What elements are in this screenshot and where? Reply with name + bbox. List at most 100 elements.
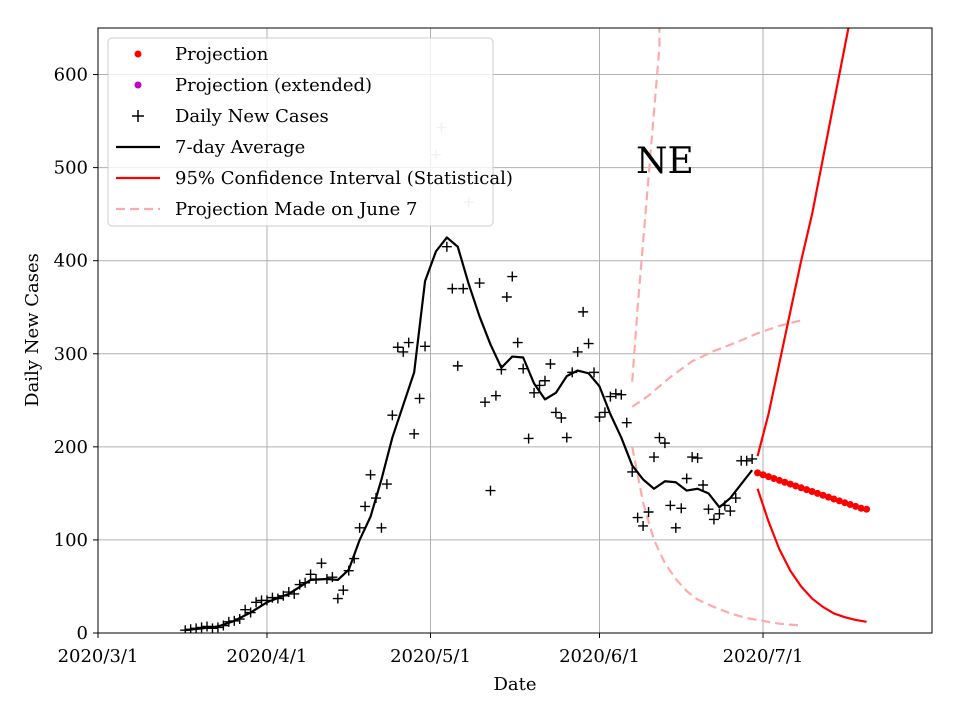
projection-point (819, 491, 827, 499)
y-tick-label: 100 (54, 530, 88, 551)
daily-case-point (452, 360, 463, 371)
daily-case-point (332, 593, 343, 604)
projection-point (814, 489, 822, 497)
daily-case-point (730, 493, 741, 504)
legend-marker-icon (134, 50, 142, 58)
y-axis-label: Daily New Cases (22, 253, 43, 407)
projection-point (754, 469, 762, 477)
daily-case-point (485, 485, 496, 496)
daily-case-point (267, 592, 278, 603)
daily-case-point (643, 507, 654, 517)
legend-entry-daily-new-cases: Daily New Cases (132, 106, 329, 127)
daily-case-point (572, 346, 583, 357)
chart-annotation: NE (636, 141, 694, 182)
daily-case-point (245, 607, 256, 618)
daily-case-point (316, 558, 327, 569)
legend-entry-projection-made-on-june-7: Projection Made on June 7 (116, 199, 417, 220)
projection-point (835, 497, 843, 505)
y-tick-label: 300 (54, 344, 88, 365)
daily-case-point (207, 623, 218, 633)
daily-case-point (414, 393, 425, 404)
daily-case-point (567, 367, 578, 378)
daily-case-point (703, 504, 714, 515)
projection-point (764, 473, 772, 481)
daily-case-point (627, 466, 638, 477)
daily-case-point (687, 452, 698, 463)
y-ticks: 0 100 200 300 400 500 600 (54, 65, 98, 644)
daily-case-point (321, 574, 332, 585)
x-tick-label: 2020/5/1 (390, 646, 471, 667)
daily-case-point (398, 346, 409, 357)
projection-point (824, 493, 832, 501)
projection-point (857, 504, 865, 512)
daily-case-point (550, 407, 561, 418)
daily-case-point (594, 412, 605, 423)
axes: 2020/3/1 2020/4/1 2020/5/1 2020/6/1 2020/7/1… (22, 27, 933, 695)
daily-case-point (725, 506, 736, 517)
daily-case-point (360, 501, 371, 512)
daily-case-point (180, 625, 191, 633)
daily-case-point (534, 380, 545, 391)
daily-case-point (518, 363, 529, 374)
daily-case-point (305, 569, 316, 580)
projection-point (781, 478, 789, 486)
daily-case-point (300, 577, 311, 588)
projection-point (770, 474, 778, 482)
daily-case-point (507, 271, 518, 282)
projection-made-on-june-7-center-line (631, 319, 802, 408)
daily-case-point (234, 614, 245, 625)
projection-made-on-june-7-lower-line (631, 446, 802, 627)
legend-entry-7-day-average: 7-day Average (116, 137, 305, 158)
daily-case-point (261, 595, 272, 606)
daily-case-point (638, 520, 649, 531)
daily-case-point (692, 453, 703, 464)
legend-label: Daily New Cases (175, 106, 329, 127)
daily-case-point (698, 480, 709, 491)
daily-case-point (649, 452, 659, 463)
legend-label: Projection Made on June 7 (175, 199, 417, 220)
legend-entry-projection-extended: Projection (extended) (134, 75, 372, 96)
daily-case-point (681, 473, 692, 484)
x-ticks: 2020/3/1 2020/4/1 2020/5/1 2020/6/1 2020/7/1 (58, 633, 804, 667)
legend-plus-icon (132, 110, 144, 122)
daily-case-point (589, 367, 600, 378)
daily-case-point (409, 428, 420, 439)
daily-case-point (747, 453, 758, 464)
daily-case-point (480, 397, 491, 408)
daily-case-point (496, 364, 507, 375)
daily-case-point (545, 359, 556, 370)
daily-case-point (289, 588, 300, 599)
daily-case-point (420, 341, 431, 352)
x-tick-label: 2020/7/1 (723, 646, 804, 667)
daily-case-point (561, 432, 572, 443)
daily-case-point (719, 500, 730, 511)
legend-label: 95% Confidence Interval (Statistical) (175, 168, 513, 189)
projection-point (792, 482, 800, 490)
daily-case-point (670, 522, 681, 533)
daily-case-point (327, 572, 338, 583)
daily-case-point (583, 338, 594, 349)
daily-case-point (387, 410, 398, 421)
daily-case-point (441, 241, 452, 252)
daily-case-point (196, 622, 207, 633)
daily-case-point (616, 389, 627, 400)
projection-point (852, 502, 860, 510)
daily-case-point (578, 306, 589, 317)
daily-case-point (365, 469, 376, 480)
legend-entry-projection: Projection (134, 44, 269, 65)
projection-made-on-june-7-upper-line (631, 28, 661, 382)
7-day-average-line (185, 236, 753, 632)
daily-case-point (529, 387, 540, 398)
projection-point (786, 480, 794, 488)
daily-case-point (218, 620, 229, 631)
daily-case-point (191, 623, 202, 633)
series-layer (180, 28, 871, 633)
daily-case-point (294, 579, 305, 590)
daily-case-point (343, 565, 354, 576)
daily-case-point (490, 390, 501, 401)
daily-case-point (371, 493, 381, 504)
daily-case-point (338, 585, 349, 596)
x-axis-label: Date (493, 674, 536, 695)
daily-case-point (539, 375, 550, 386)
y-tick-label: 0 (77, 623, 88, 644)
